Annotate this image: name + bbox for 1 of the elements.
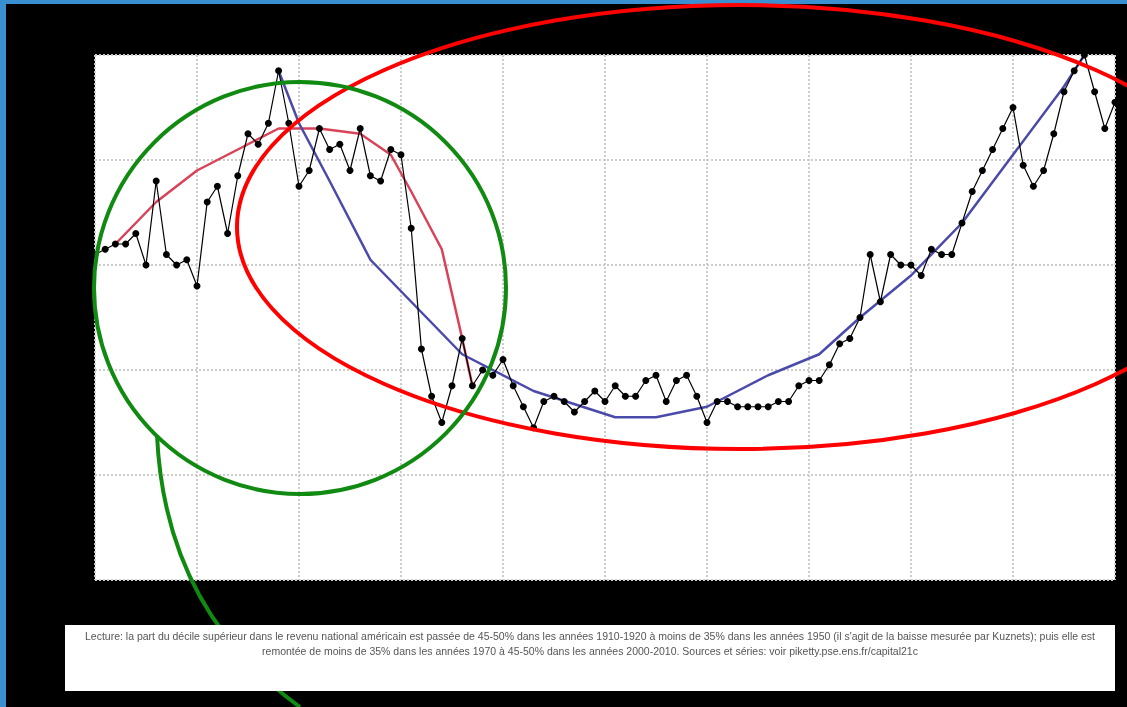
text: Lecture: la part du décile supérieur dans le revenu national américain est passée de 45-50% dans les années 1910-1920 à moins de 35% dans les années 1950 (il s'agit de la baisse mesurée par Kuznets); puis elle est remontée de moins de 35% dans les années 1970 à 45-50% dans les années 2000-2010. Sources et séries: voir piketty.pse.ens.fr/capital21c: [83, 629, 1096, 659]
